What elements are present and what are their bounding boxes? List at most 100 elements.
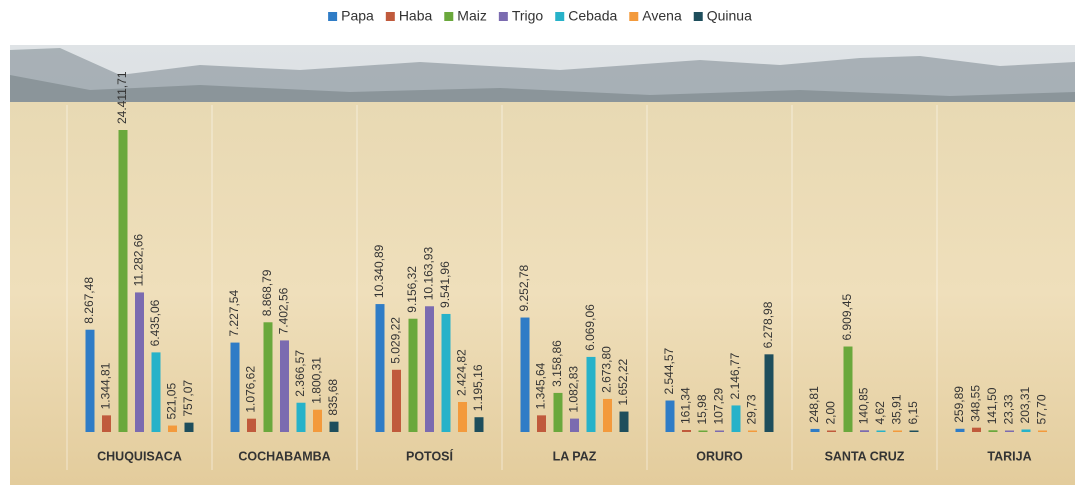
data-label: 4,62 <box>873 401 887 425</box>
bar <box>375 304 385 432</box>
x-tick-label: POTOSÍ <box>406 448 454 463</box>
data-label: 248,81 <box>807 386 821 423</box>
data-label: 140,85 <box>857 387 871 424</box>
bar <box>408 318 418 432</box>
data-label: 11.282,66 <box>132 234 146 287</box>
background-photo <box>10 45 1075 485</box>
data-label: 1.076,62 <box>244 366 258 413</box>
data-label: 10.163,93 <box>422 247 436 301</box>
data-label: 8.267,48 <box>82 277 96 324</box>
bar <box>603 398 612 432</box>
bar <box>810 428 820 432</box>
bar <box>748 430 757 432</box>
legend-label: Maiz <box>457 8 487 24</box>
bar <box>135 292 144 432</box>
bar <box>893 430 902 432</box>
legend-label: Haba <box>399 8 433 24</box>
data-label: 835,68 <box>326 379 340 416</box>
bar <box>230 342 240 432</box>
bar <box>425 306 434 432</box>
bar <box>392 369 401 432</box>
data-label: 1.652,22 <box>616 359 630 406</box>
legend-swatch <box>693 12 703 21</box>
bar <box>827 430 836 432</box>
bar <box>876 430 886 432</box>
data-label: 57,70 <box>1035 394 1049 424</box>
data-label: 5.029,22 <box>389 317 403 364</box>
bar <box>458 402 467 432</box>
bar <box>118 130 128 432</box>
data-label: 29,73 <box>745 394 759 424</box>
bar <box>586 356 596 432</box>
bar <box>474 417 484 432</box>
legend-label: Avena <box>642 8 682 24</box>
data-label: 1.345,64 <box>534 362 548 409</box>
data-label: 6.909,45 <box>840 293 854 340</box>
x-tick-label: TARIJA <box>987 449 1031 463</box>
legend-swatch <box>498 12 508 21</box>
data-label: 9.252,78 <box>517 264 531 311</box>
legend: Papa Haba Maiz Trigo Cebada Avena Quinua <box>328 8 752 24</box>
data-label: 2.544,57 <box>662 347 676 394</box>
x-tick-label: CHUQUISACA <box>97 449 182 463</box>
data-label: 2.146,77 <box>728 352 742 399</box>
data-label: 2.424,82 <box>455 349 469 396</box>
legend-swatch <box>555 12 565 21</box>
data-label: 15,98 <box>695 394 709 424</box>
bar <box>715 430 724 432</box>
legend-label: Papa <box>341 8 374 24</box>
bar <box>698 430 708 432</box>
bar <box>296 402 306 432</box>
bar <box>972 427 981 432</box>
data-label: 3.158,86 <box>550 340 564 387</box>
bar <box>329 421 339 432</box>
bar <box>988 430 998 432</box>
bar <box>280 340 289 432</box>
bar <box>168 425 177 432</box>
data-label: 6.435,06 <box>148 299 162 346</box>
data-label: 203,31 <box>1018 386 1032 423</box>
legend-label: Cebada <box>568 8 617 24</box>
bar <box>263 322 273 432</box>
legend-swatch <box>328 12 338 21</box>
data-label: 1.195,16 <box>471 364 485 411</box>
x-tick-label: ORURO <box>696 449 743 463</box>
data-label: 23,33 <box>1002 394 1016 424</box>
bar <box>1038 430 1047 432</box>
bar <box>441 313 451 432</box>
bar <box>184 422 194 432</box>
x-tick-label: COCHABAMBA <box>238 449 330 463</box>
bar <box>682 430 691 432</box>
data-label: 7.227,54 <box>227 290 241 337</box>
bar <box>553 392 563 432</box>
data-label: 2.673,80 <box>600 346 614 393</box>
data-label: 10.340,89 <box>372 244 386 298</box>
bar <box>1005 430 1014 432</box>
bar <box>843 346 853 432</box>
data-label: 9.541,96 <box>438 261 452 308</box>
bar <box>570 418 579 432</box>
bar <box>619 411 629 432</box>
legend-label: Trigo <box>512 8 544 24</box>
bar <box>1021 429 1031 432</box>
bar <box>764 354 774 432</box>
bar <box>860 430 869 432</box>
bar <box>665 400 675 432</box>
bar <box>102 415 111 432</box>
data-label: 7.402,56 <box>277 287 291 334</box>
data-label: 757,07 <box>181 380 195 417</box>
data-label: 521,05 <box>165 383 179 420</box>
data-label: 1.800,31 <box>310 357 324 404</box>
data-label: 8.868,79 <box>260 269 274 316</box>
data-label: 6.069,06 <box>583 304 597 351</box>
bar <box>537 415 546 432</box>
x-tick-label: LA PAZ <box>553 449 597 463</box>
data-label: 35,91 <box>890 394 904 424</box>
data-label: 6,15 <box>906 401 920 425</box>
data-label: 161,34 <box>679 387 693 424</box>
data-label: 1.344,81 <box>99 362 113 409</box>
data-label: 9.156,32 <box>405 266 419 313</box>
data-label: 259,89 <box>952 386 966 423</box>
legend-swatch <box>444 12 454 21</box>
